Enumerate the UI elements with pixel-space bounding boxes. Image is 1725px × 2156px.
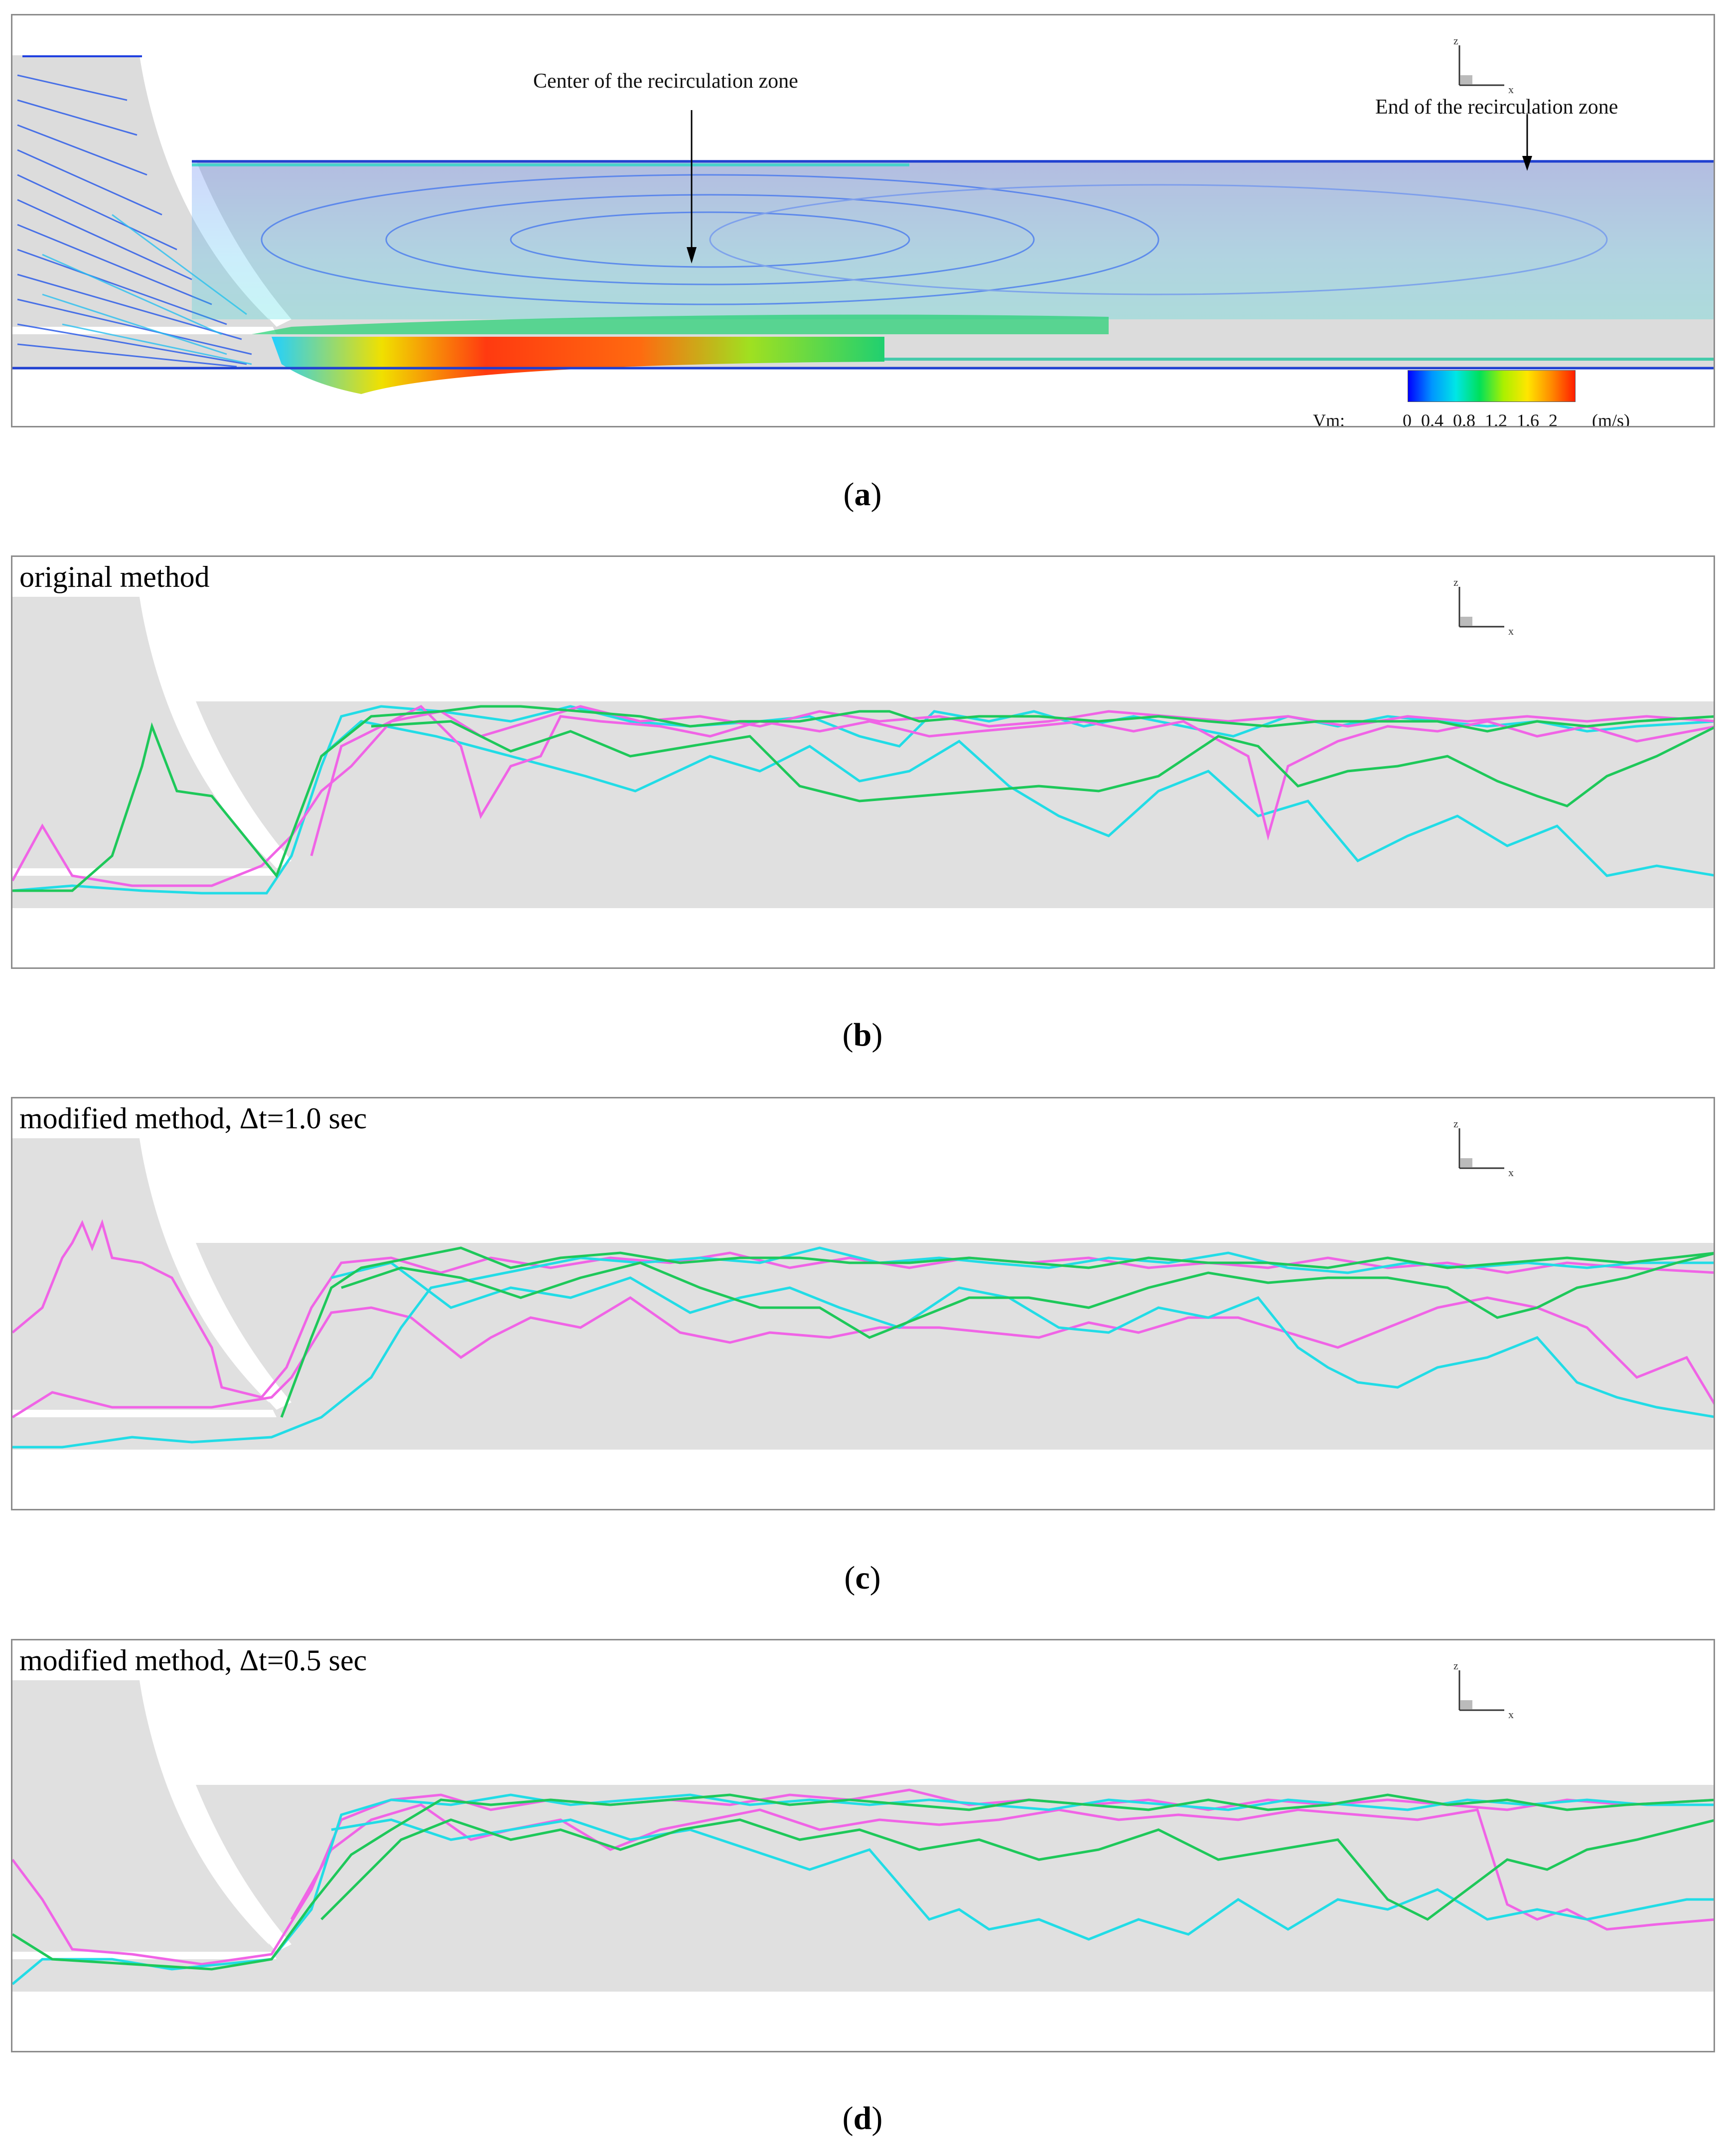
sluice-gate: [140, 55, 291, 327]
upstream-vectors: [17, 74, 252, 368]
colorbar-unit: (m/s): [1592, 410, 1630, 427]
panel-d-trajectories: modified method, Δt=0.5 sec z x: [11, 1639, 1715, 2052]
trajectory-magenta: [12, 705, 1714, 887]
trajectory-plot-b: [12, 597, 1714, 908]
caption-d: (d): [842, 2100, 883, 2137]
end-arrow: [1522, 156, 1532, 171]
trajectory-magenta: [12, 1219, 1714, 1399]
panel-c-trajectories: modified method, Δt=1.0 sec z x: [11, 1097, 1715, 1510]
x-axis-label: x: [1508, 1708, 1514, 1721]
trajectory-green: [12, 1793, 1714, 1971]
panel-a-velocity-field: Center of the recirculation zone End of …: [11, 14, 1715, 427]
axis-triad: z x: [1449, 576, 1514, 637]
colorbar-ticks: 0 0.4 0.8 1.2 1.6 2: [1403, 410, 1558, 427]
z-axis-label: z: [1453, 576, 1458, 588]
colorbar: [1408, 370, 1576, 402]
caption-a: (a): [843, 476, 882, 513]
trajectory-cyan: [12, 1246, 1714, 1449]
trajectory-cyan: [12, 1793, 1714, 1985]
center-arrow: [687, 247, 697, 264]
caption-c: (c): [844, 1560, 881, 1596]
trajectory-plot-d: [12, 1680, 1714, 1992]
x-axis-label: x: [1508, 83, 1514, 96]
panel-b-title: original method: [19, 560, 210, 593]
axis-triad: z x: [1449, 1117, 1514, 1179]
panel-b-trajectories: original method z x: [11, 555, 1715, 969]
z-axis-label: z: [1453, 1117, 1458, 1130]
panel-d-title: modified method, Δt=0.5 sec: [19, 1644, 367, 1677]
x-axis-label: x: [1508, 1166, 1514, 1179]
x-axis-label: x: [1508, 625, 1514, 637]
end-annotation: End of the recirculation zone: [1375, 96, 1618, 119]
z-axis-label: z: [1453, 1659, 1458, 1672]
trajectory-green: [12, 705, 1714, 892]
center-annotation: Center of the recirculation zone: [533, 70, 798, 93]
panel-c-title: modified method, Δt=1.0 sec: [19, 1102, 367, 1135]
trajectory-green: [280, 1246, 1714, 1418]
high-velocity-jet: [272, 337, 884, 394]
axis-triad: z x: [1449, 34, 1514, 96]
trajectory-magenta: [12, 1788, 1714, 1966]
axis-triad: z x: [1449, 1659, 1514, 1721]
velocity-vector-plot: [12, 55, 1714, 394]
trajectory-plot-c: [12, 1138, 1714, 1450]
z-axis-label: z: [1453, 34, 1458, 47]
recirculation-vectors: [261, 174, 1608, 305]
caption-b: (b): [842, 1017, 883, 1053]
colorbar-variable: Vm:: [1313, 410, 1345, 427]
trajectory-cyan: [12, 705, 1714, 895]
